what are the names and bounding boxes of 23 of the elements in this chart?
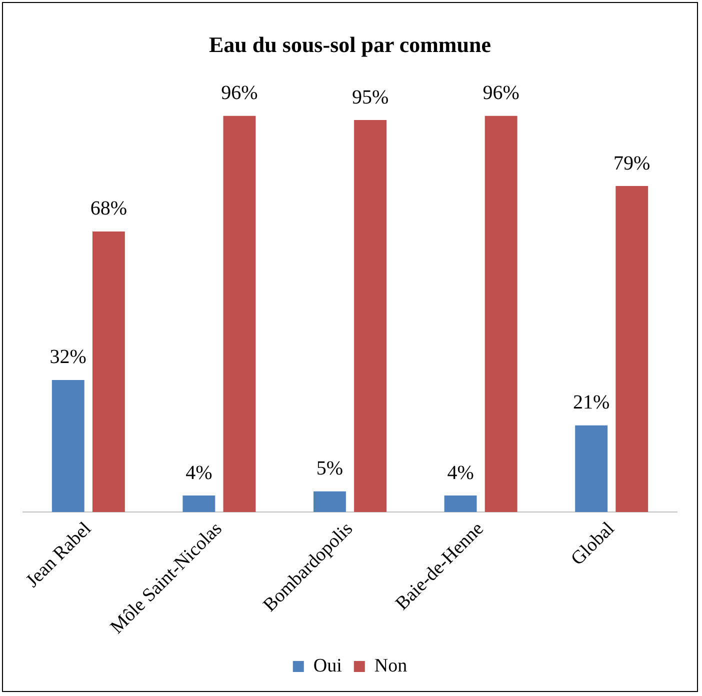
data-label: 5% bbox=[316, 458, 344, 480]
bar bbox=[484, 116, 518, 512]
data-label: 32% bbox=[50, 346, 86, 368]
data-label: 4% bbox=[186, 462, 212, 484]
bar bbox=[314, 491, 346, 512]
data-label: 4% bbox=[447, 462, 474, 484]
chart-title: Eau du sous-sol par commune bbox=[209, 32, 492, 57]
data-label: 68% bbox=[90, 198, 128, 220]
data-label: 96% bbox=[482, 82, 520, 104]
bar bbox=[444, 496, 477, 512]
bar bbox=[354, 120, 386, 512]
legend-label: Oui bbox=[313, 655, 342, 676]
data-label: 21% bbox=[572, 392, 610, 414]
data-label: 96% bbox=[221, 82, 258, 104]
bar bbox=[182, 496, 216, 512]
bar bbox=[616, 186, 648, 512]
legend-label: Non bbox=[374, 655, 408, 676]
bar bbox=[575, 425, 608, 512]
bar bbox=[52, 380, 84, 512]
bar bbox=[223, 116, 256, 512]
data-label: 79% bbox=[614, 152, 650, 174]
bar bbox=[92, 231, 125, 512]
data-label: 95% bbox=[352, 86, 389, 108]
